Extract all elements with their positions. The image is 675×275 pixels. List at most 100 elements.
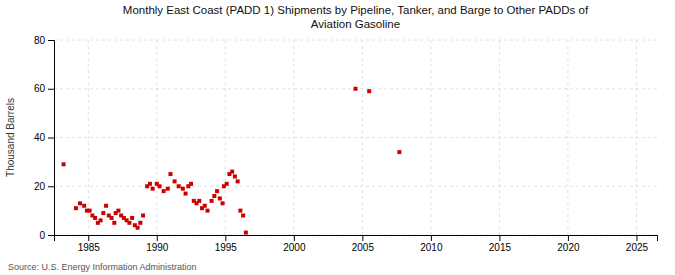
tick: 40 [34,132,54,143]
point [141,214,145,218]
title-line: Monthly East Coast (PADD 1) Shipments by… [123,4,589,16]
point [88,209,92,213]
tick-mark [48,235,54,236]
point [74,206,78,210]
point [397,150,401,154]
tick: 2020 [557,235,580,253]
point [62,162,66,166]
tick-mark [568,235,569,241]
point [181,187,185,191]
grid-line-y [54,40,657,41]
tick: 1990 [146,235,169,253]
point [138,221,142,225]
tick-label: 60 [34,83,46,94]
chart: 1985 1990 1995 2000 2005 2010 2015 2020 2025 0 20 4… [0,0,675,275]
point [197,199,201,203]
point [112,221,116,225]
y-axis: 0 20 40 60 80 [34,35,55,241]
point [173,179,177,183]
tick-label: 1990 [146,242,169,253]
point [233,175,237,179]
tick-label: 40 [34,132,46,143]
point [354,87,358,91]
tick: 1995 [215,235,238,253]
tick-label: 1995 [215,242,238,253]
point [93,216,97,220]
point [104,204,108,208]
point [367,89,371,93]
tick-mark [431,235,432,241]
point [205,209,209,213]
tick-mark [499,235,500,241]
point [236,179,240,183]
point [244,231,248,235]
y-axis-title: Thousand Barrels [5,98,16,177]
point [189,182,193,186]
point [241,214,245,218]
point [78,201,82,205]
tick-mark [48,89,54,90]
source: Source: U.S. Energy Information Administ… [8,262,197,272]
point [210,199,214,203]
tick-label: 20 [34,181,46,192]
tick-label: 1985 [78,242,101,253]
point [130,216,134,220]
tick-label: 2020 [557,242,580,253]
tick: 2000 [283,235,306,253]
point [162,189,166,193]
point [127,221,131,225]
grid-line-y [54,137,657,138]
grid-line-x [430,40,431,235]
tick: 1985 [78,235,101,253]
point [136,226,140,230]
tick-label: 2025 [626,242,649,253]
x-axis: 1985 1990 1995 2000 2005 2010 2015 2020 2025 [55,235,658,253]
axis-line [55,236,658,242]
tick-mark [48,138,54,139]
point [168,172,172,176]
point [158,184,162,188]
tick-label: 80 [34,35,46,46]
tick: 2010 [420,235,443,253]
point [101,211,105,215]
tick-label: 2015 [489,242,512,253]
point [218,196,222,200]
point [110,216,114,220]
point [225,182,229,186]
grid [54,40,657,235]
tick-mark [48,40,54,41]
tick-mark [48,186,54,187]
tick: 2025 [626,235,649,253]
tick: 2005 [352,235,375,253]
point [99,218,103,222]
grid-line-y [54,186,657,187]
tick-label: 2010 [420,242,443,253]
tick-label: 2000 [283,242,306,253]
point [203,204,207,208]
grid-line-x [567,40,568,235]
tick: 0 [39,230,54,241]
point [212,194,216,198]
tick-mark [225,235,226,241]
point [116,209,120,213]
tick: 2015 [489,235,512,253]
grid-line-x [88,40,89,235]
tick-mark [157,235,158,241]
tick-mark [636,235,637,241]
tick-label: 0 [39,230,45,241]
point [184,192,188,196]
point [166,187,170,191]
point [221,201,225,205]
axis-line [48,41,55,236]
tick-mark [294,235,295,241]
tick: 60 [34,83,54,94]
tick: 80 [34,35,54,46]
point [151,187,155,191]
tick-mark [88,235,89,241]
point [215,189,219,193]
title: Monthly East Coast (PADD 1) Shipments by… [123,4,589,30]
point [230,170,234,174]
point [148,182,152,186]
tick-label: 2005 [352,242,375,253]
point [177,184,181,188]
